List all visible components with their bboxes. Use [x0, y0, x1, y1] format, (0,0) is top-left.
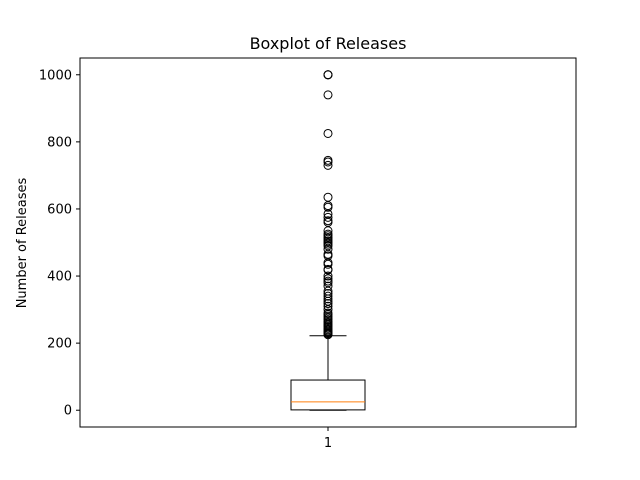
- outlier-point: [323, 70, 333, 80]
- x-tick-label: 1: [324, 436, 332, 451]
- outlier-point: [323, 291, 333, 301]
- outlier-point: [323, 276, 333, 286]
- plot-frame: [79, 57, 577, 428]
- y-tick-label: 1000: [39, 68, 72, 83]
- outlier-point: [323, 274, 333, 284]
- outlier-point: [323, 288, 333, 298]
- y-tick-label: 0: [64, 404, 72, 419]
- y-tick-label: 600: [47, 202, 72, 217]
- iqr-box: [290, 379, 366, 411]
- outlier-point: [323, 212, 333, 222]
- outlier-point: [323, 271, 333, 281]
- outlier-point: [323, 264, 333, 274]
- outlier-point: [323, 299, 333, 309]
- chart-title: Boxplot of Releases: [250, 34, 407, 53]
- outlier-point: [323, 155, 333, 165]
- outlier-point: [323, 308, 333, 318]
- outlier-point: [323, 192, 333, 202]
- y-tick-label: 800: [47, 135, 72, 150]
- outlier-point: [323, 229, 333, 239]
- y-axis-label: Number of Releases: [15, 177, 30, 308]
- outlier-point: [323, 281, 333, 291]
- plot-layer: 0 200 400 600 800 1000 1: [39, 68, 366, 451]
- outlier-point: [323, 90, 333, 100]
- outlier-point: [323, 160, 333, 170]
- outlier-point: [323, 301, 333, 311]
- y-tick-label: 200: [47, 337, 72, 352]
- outlier-point: [323, 216, 333, 226]
- y-tick-label: 400: [47, 270, 72, 285]
- outlier-point: [323, 128, 333, 138]
